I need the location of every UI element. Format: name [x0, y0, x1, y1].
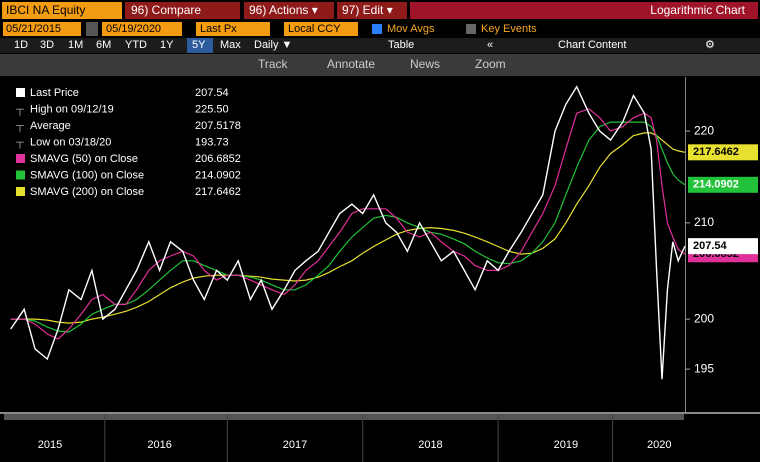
y-tick-label: 220: [694, 123, 714, 137]
y-tick-label: 195: [694, 361, 714, 375]
collapse[interactable]: «: [487, 39, 493, 51]
tool-button[interactable]: Track: [258, 57, 289, 71]
tool-button[interactable]: Zoom: [475, 57, 506, 71]
range-button[interactable]: 1M: [68, 39, 83, 51]
scroll-bar[interactable]: [4, 414, 684, 420]
x-tick-label: 2018: [418, 439, 442, 451]
axis-line: [685, 77, 686, 412]
legend-value: 214.0902: [195, 169, 241, 181]
range-bar: [0, 38, 760, 53]
start-date: 05/21/2015: [6, 23, 61, 35]
x-tick-label: 2019: [554, 439, 578, 451]
end-date-box[interactable]: [102, 22, 182, 36]
mov-avgs: Mov Avgs: [387, 23, 435, 35]
last-value-tag: [688, 144, 758, 161]
start-date-box[interactable]: [3, 22, 81, 36]
tool-button[interactable]: Annotate: [327, 57, 375, 71]
x-tick-label: 2015: [38, 439, 62, 451]
y-tick-label: 210: [694, 215, 714, 229]
frequency[interactable]: Daily ▼: [254, 39, 292, 51]
range-button[interactable]: 5Y: [192, 39, 206, 51]
tool-bar: [0, 54, 760, 76]
series-line: [10, 108, 686, 340]
chart-content[interactable]: Chart Content: [558, 39, 626, 51]
range-button[interactable]: 6M: [96, 39, 111, 51]
range-selected: [187, 38, 213, 53]
legend-icon: ┬: [15, 120, 24, 133]
legend-label: High on 09/12/19: [30, 103, 114, 115]
last-value-label: 214.0902: [693, 179, 739, 191]
key-events: Key Events: [481, 23, 537, 35]
last-value-label: 217.6462: [693, 146, 739, 158]
range-button[interactable]: 3D: [40, 39, 54, 51]
range-button[interactable]: 1Y: [160, 39, 174, 51]
key-events-check[interactable]: [466, 24, 476, 34]
y-tick-label: 200: [694, 311, 714, 325]
field: Last Px: [200, 23, 237, 35]
legend-swatch: [16, 154, 25, 163]
range-button[interactable]: 1D: [14, 39, 28, 51]
legend-swatch: [16, 187, 25, 196]
legend-label: Last Price: [30, 87, 79, 99]
table[interactable]: Table: [388, 39, 414, 51]
compare: 96) Compare: [131, 3, 201, 17]
end-date: 05/19/2020: [106, 23, 161, 35]
currency: Local CCY: [288, 23, 341, 35]
legend-swatch: [16, 88, 25, 97]
axis-border: [0, 412, 760, 414]
tool-button[interactable]: News: [410, 57, 440, 71]
mov-avgs-check[interactable]: [372, 24, 382, 34]
legend-icon: ┬: [15, 103, 24, 116]
legend-label: SMAVG (50) on Close: [30, 153, 138, 165]
view-title: Logarithmic Chart: [650, 3, 745, 17]
x-tick-label: 2016: [147, 439, 171, 451]
edit-button[interactable]: [337, 2, 407, 19]
currency-box[interactable]: [284, 22, 358, 36]
last-value-tag: [688, 176, 758, 193]
legend-value: 225.50: [195, 103, 229, 115]
legend-value: 206.6852: [195, 153, 241, 165]
legend-label: Average: [30, 120, 71, 132]
legend-label: SMAVG (200) on Close: [30, 186, 144, 198]
legend-value: 217.6462: [195, 186, 241, 198]
series-line: [10, 85, 686, 380]
date-dash: [86, 22, 98, 36]
legend-icon: ┬: [15, 136, 24, 149]
actions-button[interactable]: [244, 2, 334, 19]
legend-value: 207.5178: [195, 120, 241, 132]
ticker: IBCI NA Equity: [6, 3, 85, 17]
actions: 96) Actions ▾: [249, 3, 318, 17]
settings[interactable]: ⚙: [705, 39, 715, 51]
ticker-box[interactable]: [2, 2, 122, 19]
legend-value: 207.54: [195, 87, 229, 99]
x-tick-label: 2020: [647, 439, 671, 451]
legend-swatch: [16, 170, 25, 180]
x-tick-label: 2017: [283, 439, 307, 451]
range-button[interactable]: Max: [220, 39, 241, 51]
range-button[interactable]: YTD: [125, 39, 147, 51]
last-value-tag: [688, 238, 758, 255]
edit: 97) Edit ▾: [342, 3, 393, 17]
compare-button[interactable]: [125, 2, 240, 19]
legend-value: 193.73: [195, 136, 229, 148]
view-bar: [410, 2, 758, 19]
legend-label: SMAVG (100) on Close: [30, 169, 144, 181]
legend-label: Low on 03/18/20: [30, 136, 111, 148]
series-line: [10, 132, 686, 324]
last-value-label: 207.54: [693, 240, 728, 252]
field-box[interactable]: [196, 22, 270, 36]
legend-box: [12, 84, 280, 204]
